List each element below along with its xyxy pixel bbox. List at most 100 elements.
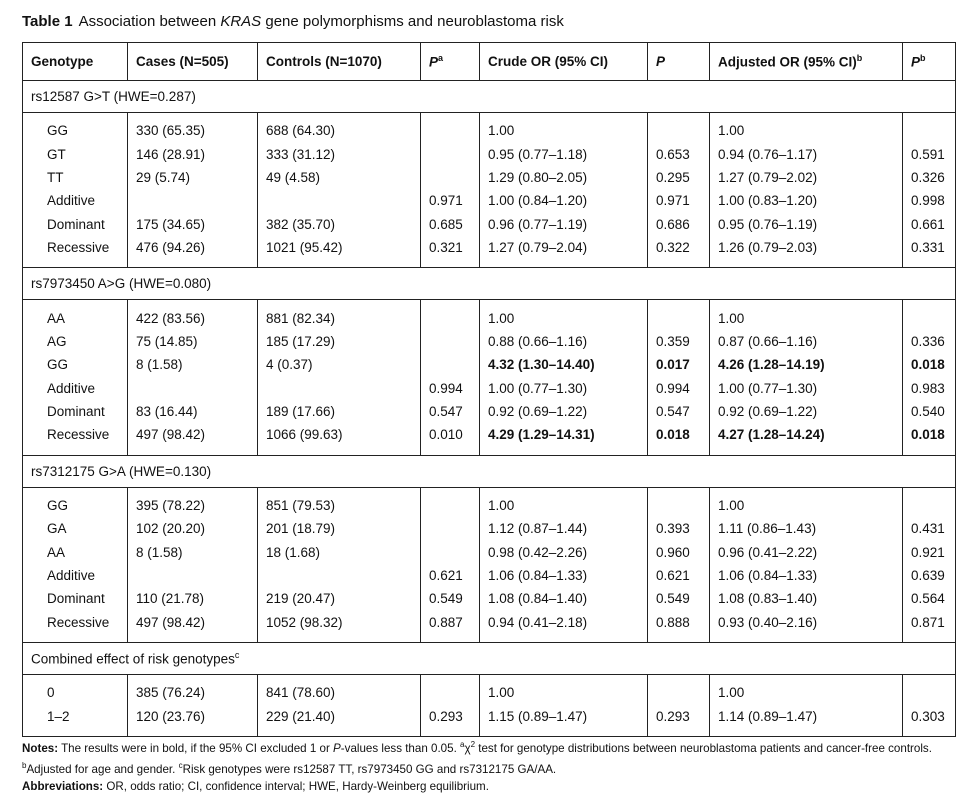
table-cell: 497 (98.42) — [127, 423, 258, 456]
table-cell: 175 (34.65) — [127, 212, 258, 236]
table-cell: 0.331 — [902, 235, 956, 269]
row-label: Recessive — [22, 610, 128, 644]
table-cell: 1066 (99.63) — [257, 423, 421, 456]
table-cell: 0.994 — [420, 376, 480, 400]
table-cell — [420, 674, 480, 705]
table-cell — [127, 189, 258, 213]
table-cell: 0.921 — [902, 540, 956, 564]
table-cell: 83 (16.44) — [127, 399, 258, 424]
table-cell: 1.00 — [479, 487, 648, 518]
table-cell: 333 (31.12) — [257, 142, 421, 166]
table-cell: 1.06 (0.84–1.33) — [709, 563, 903, 588]
table-cell — [647, 487, 710, 518]
row-label: GT — [22, 142, 128, 166]
table-cell: 4.27 (1.28–14.24) — [709, 423, 903, 456]
row-label: Dominant — [22, 399, 128, 424]
row-label: 0 — [22, 674, 128, 705]
table-cell: 0.010 — [420, 423, 480, 456]
table-cell: 0.295 — [647, 165, 710, 190]
table-cell: 422 (83.56) — [127, 299, 258, 330]
table-cell: 1.00 — [709, 674, 903, 705]
table-cell: 0.887 — [420, 610, 480, 644]
text-segment: P — [333, 741, 341, 755]
notes-text: Notes: The results were in bold, if the … — [22, 736, 957, 778]
data-row: TT 29 (5.74) 49 (4.58) 1.29 (0.80–2.05) 0.29… — [22, 165, 956, 190]
data-row: Additive 0.971 1.00 (0.84–1.20) 0.971 1.00 (… — [22, 189, 956, 213]
table-cell: 0.686 — [647, 212, 710, 236]
header-text: Crude OR (95% CI) — [488, 54, 609, 69]
text-segment: c — [178, 760, 183, 770]
section-title: Combined effect of risk genotypesc — [22, 642, 956, 676]
table-cell: 0.998 — [902, 189, 956, 213]
table-cell: 1052 (98.32) — [257, 610, 421, 644]
data-row: GG 8 (1.58) 4 (0.37) 4.32 (1.30–14.40) 0.017… — [22, 353, 956, 377]
table-cell: 1.00 — [479, 299, 648, 330]
header-superscript: b — [856, 53, 863, 64]
table-cell: 0.621 — [420, 563, 480, 588]
table-cell: 0.98 (0.42–2.26) — [479, 540, 648, 564]
table-cell: 201 (18.79) — [257, 517, 421, 541]
section-row: rs7973450 A>G (HWE=0.080) — [22, 267, 956, 301]
data-row: AG 75 (14.85) 185 (17.29) 0.88 (0.66–1.16) 0… — [22, 329, 956, 354]
abbreviations-label: Abbreviations: — [22, 779, 104, 793]
table-cell: 0.92 (0.69–1.22) — [479, 399, 648, 424]
table-cell: 0.018 — [902, 423, 956, 456]
data-row: GT 146 (28.91) 333 (31.12) 0.95 (0.77–1.18)… — [22, 142, 956, 166]
section-title: rs7973450 A>G (HWE=0.080) — [22, 267, 956, 301]
row-label: Recessive — [22, 235, 128, 269]
table-cell: 0.960 — [647, 540, 710, 564]
table-cell: 0.95 (0.76–1.19) — [709, 212, 903, 236]
data-row: Recessive 476 (94.26) 1021 (95.42) 0.321 1.2… — [22, 235, 956, 269]
table-cell: 1.08 (0.83–1.40) — [709, 587, 903, 611]
text-segment: KRAS — [220, 13, 262, 30]
data-row: Recessive 497 (98.42) 1052 (98.32) 0.887 0.9… — [22, 610, 956, 644]
section-title: rs12587 G>T (HWE=0.287) — [22, 80, 956, 113]
table-cell: 0.326 — [902, 165, 956, 190]
table-cell — [420, 517, 480, 541]
table-cell: 0.393 — [647, 517, 710, 541]
table-cell: 8 (1.58) — [127, 353, 258, 377]
table-cell: 0.888 — [647, 610, 710, 644]
table-cell: 1.00 — [709, 112, 903, 143]
table-cell: 688 (64.30) — [257, 112, 421, 143]
table-cell: 0.685 — [420, 212, 480, 236]
table-cell: 0.549 — [647, 587, 710, 611]
text-segment: Risk genotypes were rs12587 TT, rs797345… — [182, 762, 557, 776]
table-cell: 1.27 (0.79–2.04) — [479, 235, 648, 269]
table-cell: 0.431 — [902, 517, 956, 541]
table-cell: 0.87 (0.66–1.16) — [709, 329, 903, 354]
table-cell: 851 (79.53) — [257, 487, 421, 518]
section-title-text: rs12587 G>T (HWE=0.287) — [31, 89, 196, 104]
header-row: Genotype Cases (N=505) Controls (N=1070) Pa… — [22, 42, 956, 81]
table-cell — [257, 563, 421, 588]
text-segment: The results were in bold, if the 95% CI … — [58, 741, 334, 755]
table-cell: 0.303 — [902, 704, 956, 737]
table-cell: 0.639 — [902, 563, 956, 588]
table-cell — [420, 540, 480, 564]
table-section: rs7312175 G>A (HWE=0.130) GG 395 (78.22) 85… — [22, 454, 956, 644]
table-cell — [420, 353, 480, 377]
table-cell: 189 (17.66) — [257, 399, 421, 424]
table-cell: 0.661 — [902, 212, 956, 236]
row-label: Dominant — [22, 212, 128, 236]
column-header: Crude OR (95% CI) — [479, 42, 648, 81]
table-cell: 385 (76.24) — [127, 674, 258, 705]
table-cell: 0.018 — [647, 423, 710, 456]
table-section: rs7973450 A>G (HWE=0.080) AA 422 (83.56) 88… — [22, 267, 956, 456]
table-cell: 0.017 — [647, 353, 710, 377]
table-cell: 0.547 — [420, 399, 480, 424]
table-cell: 120 (23.76) — [127, 704, 258, 737]
table-cell: 0.018 — [902, 353, 956, 377]
data-row: GA 102 (20.20) 201 (18.79) 1.12 (0.87–1.44)… — [22, 517, 956, 541]
table-cell: 0.321 — [420, 235, 480, 269]
row-label: AA — [22, 540, 128, 564]
table-cell — [420, 329, 480, 354]
header-text: P — [429, 54, 439, 70]
table-cell: 1.08 (0.84–1.40) — [479, 587, 648, 611]
table-cell: 4.26 (1.28–14.19) — [709, 353, 903, 377]
table-cell: 110 (21.78) — [127, 587, 258, 611]
table-cell: 0.96 (0.77–1.19) — [479, 212, 648, 236]
table-cell — [902, 487, 956, 518]
table-cell: 0.88 (0.66–1.16) — [479, 329, 648, 354]
table-cell: 18 (1.68) — [257, 540, 421, 564]
